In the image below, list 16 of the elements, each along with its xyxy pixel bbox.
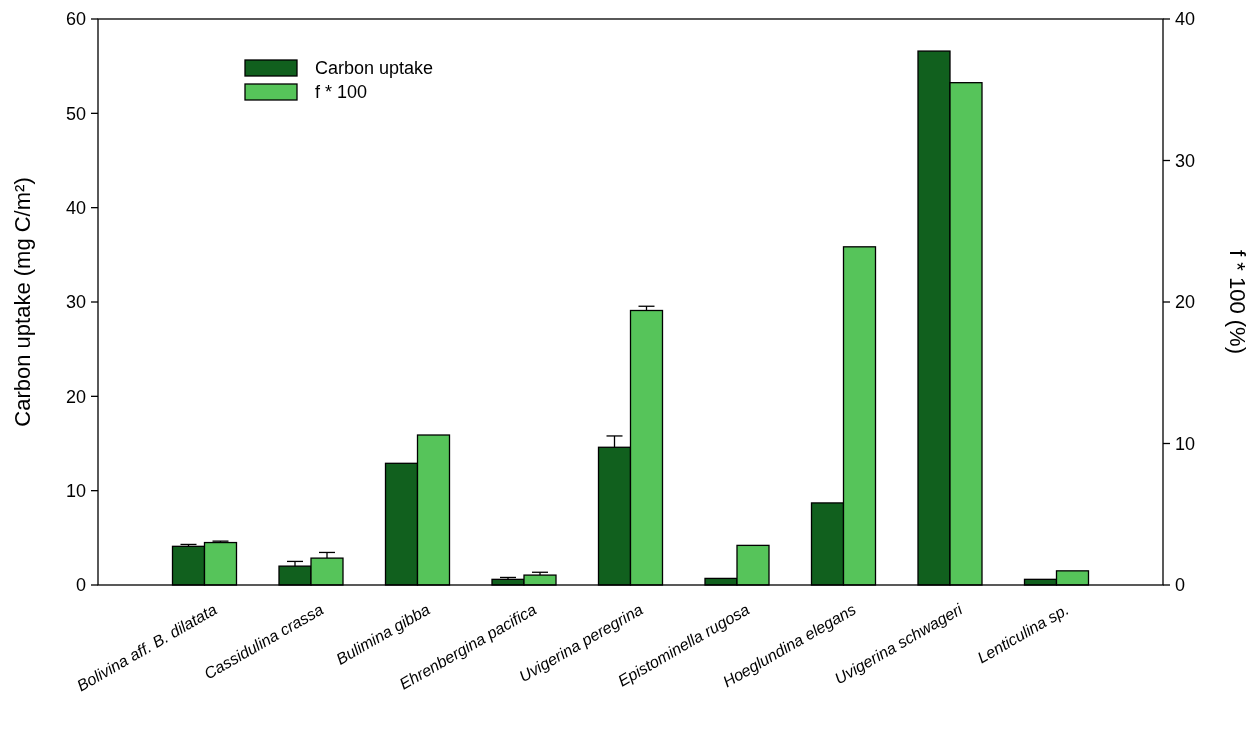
y-tick-label: 40 [65,197,86,218]
legend-label: f * 100 [315,82,368,103]
y-tick-label: 50 [65,103,86,124]
y-tick-label: 30 [65,292,86,313]
y-tick-label: 20 [65,386,86,407]
y2-tick-label: 30 [1175,150,1196,171]
legend-label: Carbon uptake [315,58,434,79]
y2-tick-label: 20 [1175,292,1196,313]
y2-tick-label: 40 [1175,9,1196,30]
y-tick-label: 0 [75,575,86,596]
y2-axis-title: f * 100 (%) [1225,250,1250,354]
y2-tick-label: 10 [1175,433,1196,454]
y-tick-label: 60 [65,9,86,30]
y2-tick-label: 0 [1175,575,1186,596]
y-tick-label: 10 [65,480,86,501]
y-axis-title: Carbon uptake (mg C/m²) [10,177,35,427]
